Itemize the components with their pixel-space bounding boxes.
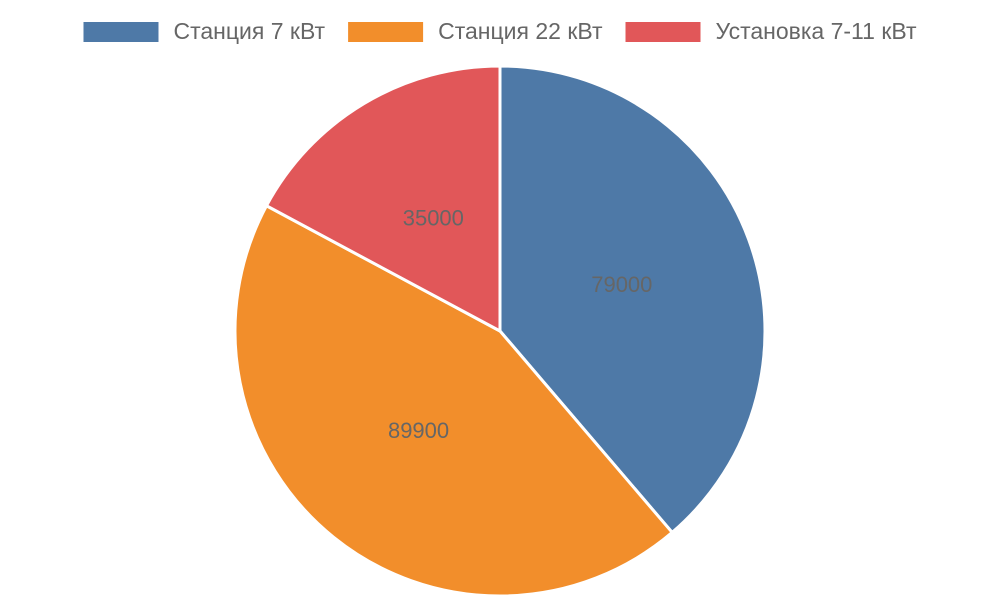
legend: Станция 7 кВт Станция 22 кВт Установка 7-1… — [83, 18, 917, 44]
legend-swatch — [348, 22, 424, 42]
legend-label: Станция 7 кВт — [173, 18, 325, 44]
pie-slice — [264, 64, 502, 334]
legend-label: Установка 7-11 кВт — [716, 18, 917, 44]
legend-swatch — [625, 22, 701, 42]
pie-slice — [233, 203, 675, 598]
data-label: 79000 — [591, 272, 652, 297]
legend-label: Станция 22 кВт — [438, 18, 603, 44]
pie-slice — [498, 64, 767, 535]
data-label: 89900 — [388, 418, 449, 443]
data-label: 35000 — [403, 205, 464, 230]
legend-swatch — [83, 22, 159, 42]
